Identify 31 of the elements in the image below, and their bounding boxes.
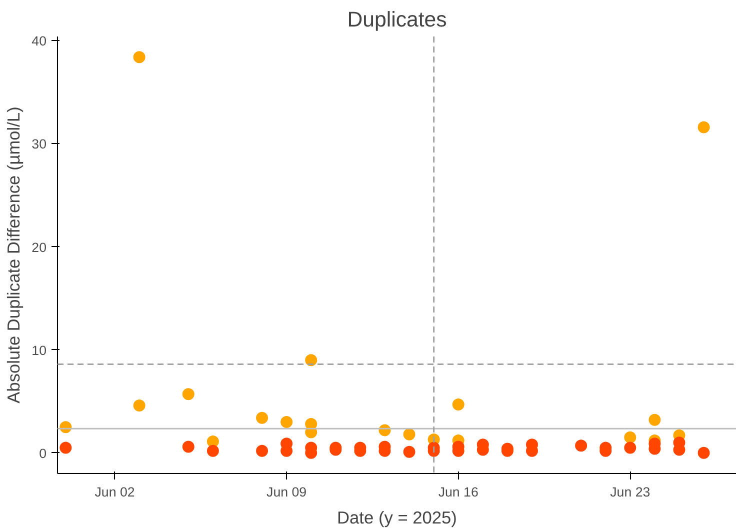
chart-title: Duplicates [347,8,447,32]
point [182,388,194,400]
point [60,442,72,454]
y-tick-label: 0 [39,446,47,461]
point [305,354,318,366]
point [280,416,293,428]
x-tick-label: Jun 09 [266,484,307,500]
point [206,444,219,457]
x-axis-title: Date (y = 2025) [337,508,457,528]
point [698,446,710,459]
y-tick-label: 40 [32,34,47,49]
x-tick-label: Jun 16 [438,484,478,500]
point [452,398,464,410]
point [624,442,636,454]
x-tick-label: Jun 02 [94,484,135,500]
point [648,414,661,426]
point [256,412,268,424]
point [256,444,268,457]
point [403,428,416,440]
y-tick-label: 20 [32,240,47,255]
point [624,431,636,444]
x-tick-label: Jun 23 [610,484,650,500]
y-axis-title: Absolute Duplicate Difference (µmol/L) [4,106,24,404]
point [133,51,146,64]
point [133,399,146,412]
y-tick-label: 30 [32,136,47,152]
point [182,440,194,453]
point [403,446,416,458]
point [698,121,710,134]
point [575,440,588,452]
y-tick-label: 10 [32,342,47,358]
